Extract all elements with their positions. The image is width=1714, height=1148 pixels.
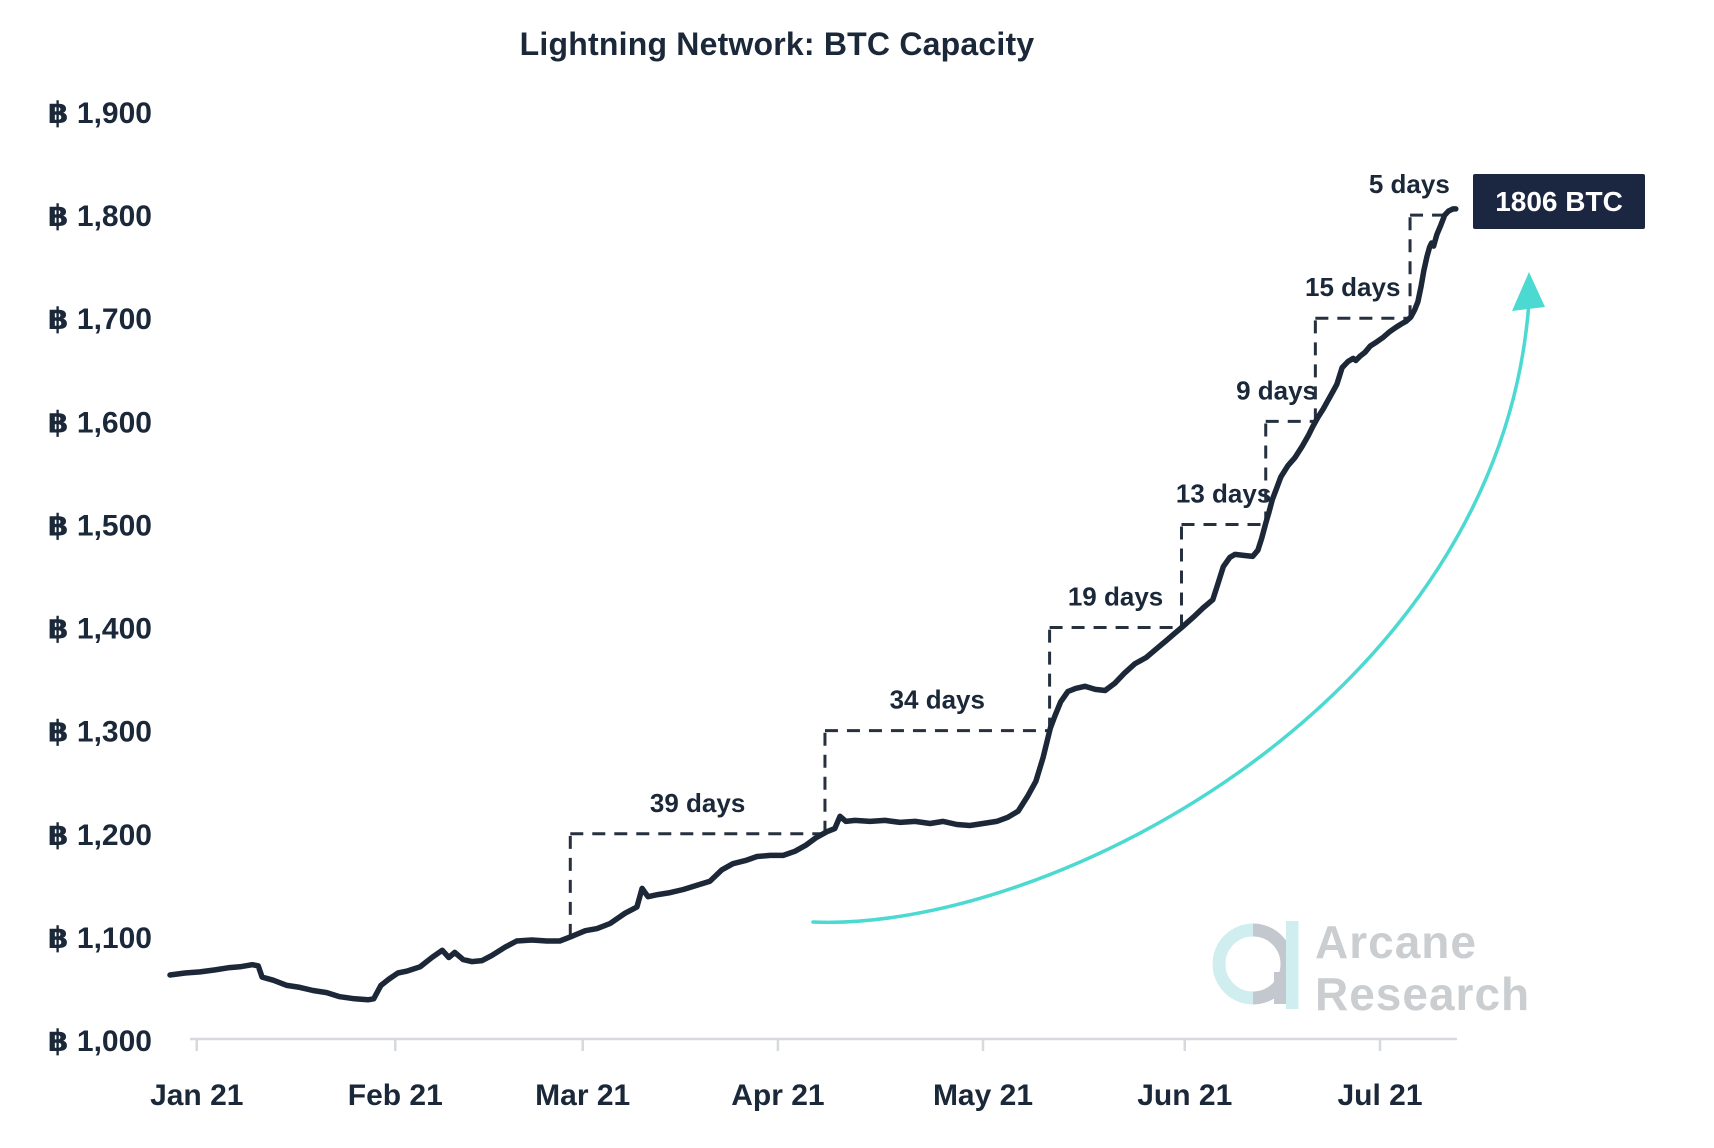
step-annotation-label: 13 days [1176, 478, 1271, 508]
watermark-a-stem [1286, 921, 1299, 1009]
step-annotation-label: 9 days [1236, 375, 1317, 405]
x-axis-tick-label: Mar 21 [535, 1079, 630, 1112]
watermark-text-line2: Research [1315, 968, 1530, 1020]
y-axis-tick-label: ฿ 1,700 [48, 303, 152, 336]
step-annotation-label: 34 days [890, 685, 985, 715]
x-axis-tick-label: Feb 21 [348, 1079, 443, 1112]
y-axis-tick-label: ฿ 1,100 [48, 922, 152, 955]
step-annotation-label: 19 days [1068, 582, 1163, 612]
step-annotation-label: 5 days [1369, 169, 1450, 199]
watermark-logo: Arcane Research [1212, 916, 1530, 1020]
y-axis-tick-label: ฿ 1,200 [48, 819, 152, 852]
y-axis-tick-label: ฿ 1,600 [48, 406, 152, 439]
step-annotation-label: 15 days [1305, 272, 1400, 302]
x-axis: Jan 21 Feb 21 Mar 21 Apr 21 May 21 Jun 21 Jul … [150, 1037, 1457, 1112]
y-axis-tick-label: ฿ 1,900 [48, 97, 152, 130]
capacity-line [167, 206, 1459, 1003]
y-axis-tick-label: ฿ 1,000 [48, 1025, 152, 1058]
x-axis-tick-label: Jul 21 [1337, 1079, 1422, 1112]
x-axis-tick-label: Jan 21 [150, 1079, 243, 1112]
y-axis-tick-label: ฿ 1,400 [48, 613, 152, 646]
capacity-line-layer [167, 206, 1459, 1003]
growth-arrow-head [1512, 272, 1545, 311]
watermark-ring-left [1212, 923, 1254, 1005]
chart-title: Lightning Network: BTC Capacity [519, 26, 1035, 62]
step-annotation-label: 39 days [650, 788, 745, 818]
growth-arrow-curve [811, 300, 1531, 925]
milestone-step-annotations: 39 days 34 days 19 days 13 days 9 days 15 day… [568, 169, 1450, 937]
x-axis-tick-label: Jun 21 [1137, 1079, 1232, 1112]
growth-arrow-icon [811, 272, 1545, 925]
x-axis-tick-label: Apr 21 [731, 1079, 824, 1112]
x-axis-tick-label: May 21 [933, 1079, 1033, 1112]
y-axis-tick-label: ฿ 1,800 [48, 200, 152, 233]
y-axis-tick-label: ฿ 1,300 [48, 716, 152, 749]
y-axis-labels: ฿ 1,000 ฿ 1,100 ฿ 1,200 ฿ 1,300 ฿ 1,400 ฿ 1,5… [48, 97, 152, 1058]
y-axis-tick-label: ฿ 1,500 [48, 509, 152, 542]
watermark-a-tail [1274, 972, 1287, 1004]
end-value-badge: 1806 BTC [1473, 174, 1645, 229]
watermark-text-line1: Arcane [1315, 916, 1477, 968]
